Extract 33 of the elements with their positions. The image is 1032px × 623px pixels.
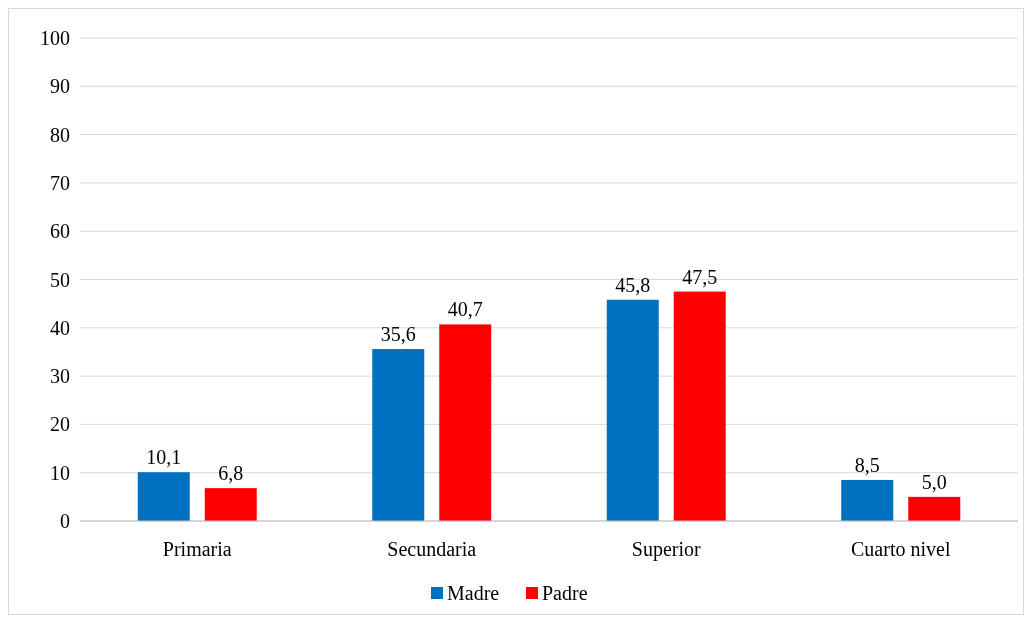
y-tick-label: 100 <box>40 27 70 49</box>
x-tick-label: Superior <box>631 538 702 561</box>
data-label: 8,5 <box>854 453 880 476</box>
y-tick-label: 60 <box>50 220 70 243</box>
data-label: 40,7 <box>447 298 483 321</box>
data-label: 45,8 <box>615 273 651 296</box>
legend-label: Padre <box>542 582 588 604</box>
x-tick-label: Primaria <box>162 538 232 560</box>
y-tick-label: 50 <box>50 268 70 291</box>
data-label: 47,5 <box>682 265 718 288</box>
y-tick-label: 80 <box>50 123 70 146</box>
data-label: 6,8 <box>218 462 244 485</box>
data-label: 5,0 <box>921 470 947 493</box>
bar <box>673 291 726 521</box>
bar <box>372 349 425 521</box>
y-tick-label: 90 <box>50 75 70 98</box>
y-tick-label: 30 <box>50 365 70 388</box>
data-label: 10,1 <box>146 446 182 469</box>
legend-label: Madre <box>447 582 500 604</box>
bar <box>606 299 659 521</box>
y-tick-label: 20 <box>50 413 70 436</box>
data-label: 35,6 <box>380 323 416 346</box>
y-tick-label: 70 <box>50 171 70 194</box>
y-tick-label: 10 <box>50 461 70 484</box>
x-tick-label: Cuarto nivel <box>851 538 951 560</box>
bar <box>908 496 961 521</box>
bar <box>137 472 190 521</box>
bar <box>841 479 894 521</box>
y-tick-label: 40 <box>50 316 70 339</box>
y-tick-label: 0 <box>60 510 70 532</box>
bar <box>439 324 492 521</box>
bar <box>204 488 257 521</box>
x-tick-label: Secundaria <box>387 538 477 560</box>
